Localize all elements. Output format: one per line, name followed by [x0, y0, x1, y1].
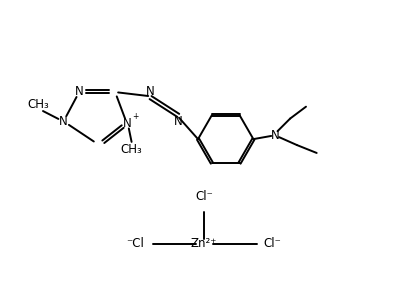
- Text: N: N: [122, 117, 131, 130]
- Text: N: N: [271, 129, 280, 142]
- Text: Zn²⁺: Zn²⁺: [191, 238, 217, 250]
- Text: Cl⁻: Cl⁻: [195, 190, 213, 203]
- Text: ⁻Cl: ⁻Cl: [126, 238, 144, 250]
- Text: N: N: [174, 115, 183, 128]
- Text: CH₃: CH₃: [27, 98, 49, 111]
- Text: N: N: [75, 85, 84, 98]
- Text: N: N: [146, 85, 155, 98]
- Text: CH₃: CH₃: [121, 143, 142, 156]
- Text: Cl⁻: Cl⁻: [264, 238, 282, 250]
- Text: N: N: [59, 115, 68, 128]
- Text: +: +: [132, 112, 139, 121]
